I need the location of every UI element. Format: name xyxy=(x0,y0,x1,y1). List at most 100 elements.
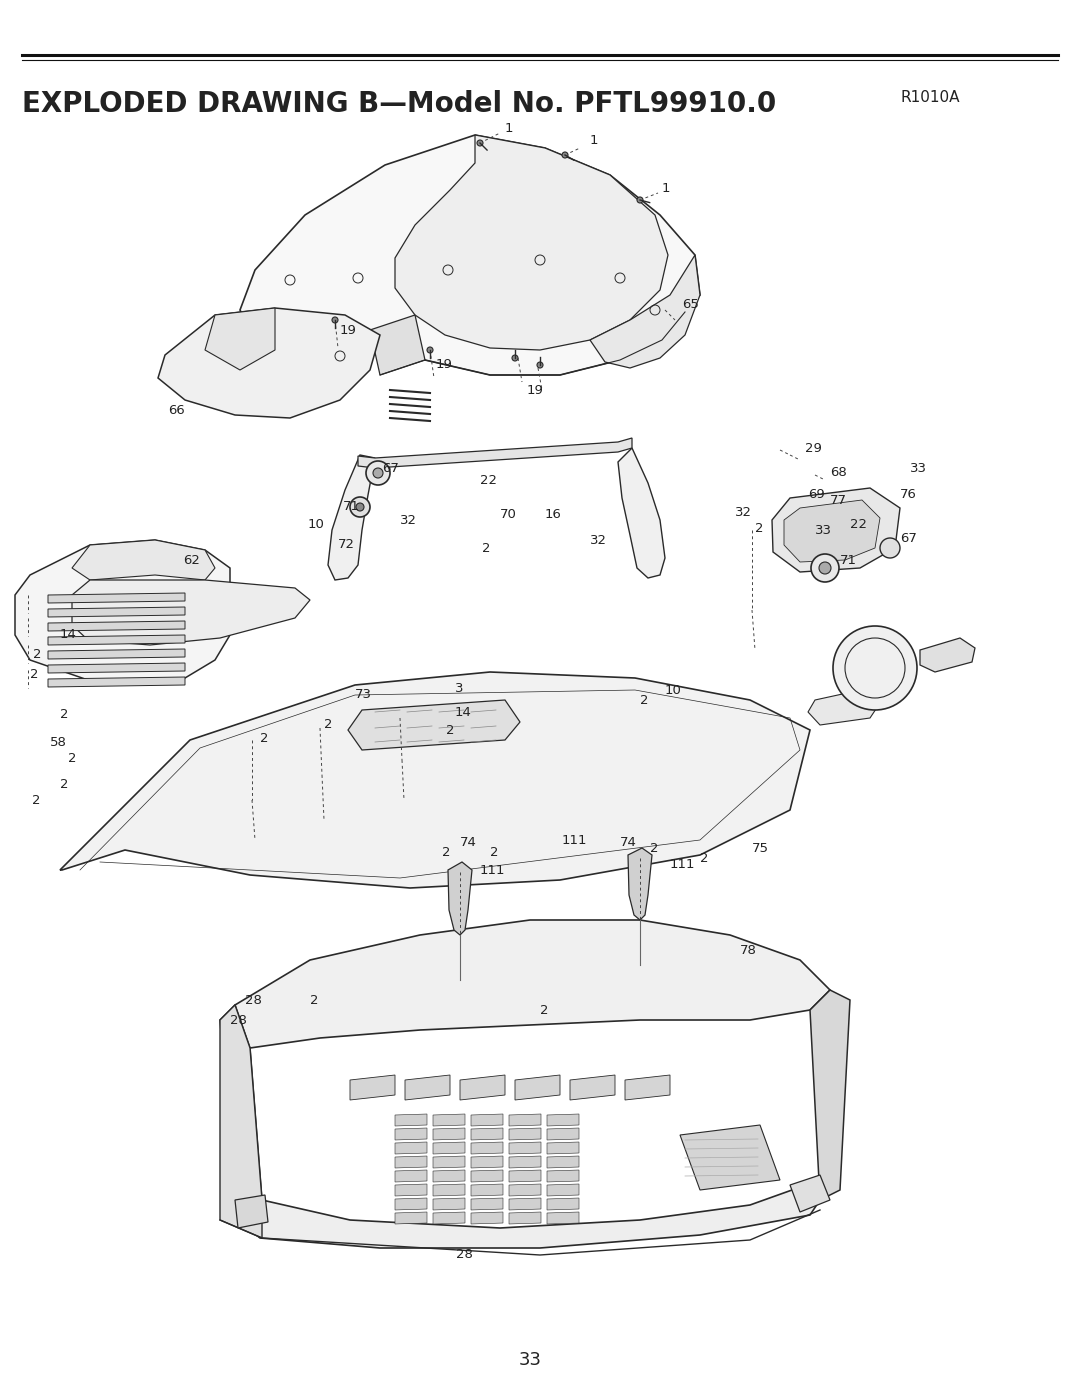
Text: 2: 2 xyxy=(700,852,708,865)
Text: 32: 32 xyxy=(590,534,607,546)
Text: 2: 2 xyxy=(32,793,41,806)
Text: 2: 2 xyxy=(260,732,269,745)
Polygon shape xyxy=(433,1199,465,1210)
Text: 32: 32 xyxy=(400,514,417,527)
Polygon shape xyxy=(546,1141,579,1154)
Polygon shape xyxy=(328,455,375,580)
Circle shape xyxy=(811,555,839,583)
Text: 76: 76 xyxy=(900,489,917,502)
Text: 69: 69 xyxy=(808,489,825,502)
Text: 111: 111 xyxy=(562,834,588,847)
Circle shape xyxy=(562,152,568,158)
Text: 2: 2 xyxy=(482,542,490,555)
Polygon shape xyxy=(471,1127,503,1140)
Text: 2: 2 xyxy=(640,693,648,707)
Polygon shape xyxy=(920,638,975,672)
Text: 74: 74 xyxy=(620,835,637,848)
Polygon shape xyxy=(546,1113,579,1126)
Circle shape xyxy=(512,355,518,360)
Polygon shape xyxy=(235,1194,268,1228)
Text: 71: 71 xyxy=(840,553,858,567)
Text: 2: 2 xyxy=(310,993,319,1006)
Polygon shape xyxy=(220,1004,820,1248)
Text: 22: 22 xyxy=(850,518,867,531)
Text: 2: 2 xyxy=(30,669,39,682)
Polygon shape xyxy=(546,1213,579,1224)
Polygon shape xyxy=(48,678,185,687)
Polygon shape xyxy=(158,307,380,418)
Polygon shape xyxy=(395,1171,427,1182)
Polygon shape xyxy=(680,1125,780,1190)
Polygon shape xyxy=(509,1199,541,1210)
Polygon shape xyxy=(618,448,665,578)
Text: 19: 19 xyxy=(340,324,356,337)
Polygon shape xyxy=(395,136,669,351)
Polygon shape xyxy=(395,1213,427,1224)
Circle shape xyxy=(350,497,370,517)
Circle shape xyxy=(373,468,383,478)
Polygon shape xyxy=(48,592,185,604)
Polygon shape xyxy=(515,1076,561,1099)
Text: 77: 77 xyxy=(831,493,847,507)
Circle shape xyxy=(819,562,831,574)
Text: 33: 33 xyxy=(815,524,832,536)
Polygon shape xyxy=(471,1141,503,1154)
Text: 2: 2 xyxy=(33,648,41,662)
Circle shape xyxy=(427,346,433,353)
Text: 33: 33 xyxy=(518,1351,541,1369)
Text: EXPLODED DRAWING B—Model No. PFTL99910.0: EXPLODED DRAWING B—Model No. PFTL99910.0 xyxy=(22,89,777,117)
Text: 28: 28 xyxy=(230,1013,247,1027)
Text: 14: 14 xyxy=(455,705,472,718)
Polygon shape xyxy=(509,1171,541,1182)
Text: 2: 2 xyxy=(540,1003,549,1017)
Polygon shape xyxy=(546,1185,579,1196)
Polygon shape xyxy=(471,1199,503,1210)
Polygon shape xyxy=(546,1199,579,1210)
Text: 74: 74 xyxy=(460,837,477,849)
Text: 73: 73 xyxy=(355,689,372,701)
Polygon shape xyxy=(220,1004,262,1238)
Polygon shape xyxy=(15,541,230,685)
Text: 71: 71 xyxy=(343,500,360,513)
Text: 65: 65 xyxy=(681,299,699,312)
Polygon shape xyxy=(433,1141,465,1154)
Polygon shape xyxy=(48,608,185,617)
Polygon shape xyxy=(509,1127,541,1140)
Text: 2: 2 xyxy=(68,752,77,764)
Polygon shape xyxy=(471,1213,503,1224)
Text: 2: 2 xyxy=(755,521,764,535)
Text: R1010A: R1010A xyxy=(900,89,959,105)
Polygon shape xyxy=(60,672,810,888)
Text: 66: 66 xyxy=(168,404,185,416)
Text: 68: 68 xyxy=(831,465,847,479)
Polygon shape xyxy=(546,1171,579,1182)
Polygon shape xyxy=(471,1113,503,1126)
Polygon shape xyxy=(230,921,831,1048)
Text: 28: 28 xyxy=(245,993,261,1006)
Polygon shape xyxy=(471,1155,503,1168)
Polygon shape xyxy=(471,1171,503,1182)
Polygon shape xyxy=(509,1113,541,1126)
Text: 75: 75 xyxy=(752,841,769,855)
Text: 2: 2 xyxy=(446,724,455,736)
Circle shape xyxy=(637,197,643,203)
Polygon shape xyxy=(48,650,185,659)
Text: 72: 72 xyxy=(338,538,355,552)
Text: 10: 10 xyxy=(308,518,325,531)
Text: 10: 10 xyxy=(665,683,681,697)
Polygon shape xyxy=(205,307,275,370)
Text: 19: 19 xyxy=(436,359,453,372)
Circle shape xyxy=(833,626,917,710)
Text: 67: 67 xyxy=(382,461,399,475)
Polygon shape xyxy=(460,1076,505,1099)
Text: 2: 2 xyxy=(490,845,499,859)
Polygon shape xyxy=(546,1127,579,1140)
Polygon shape xyxy=(789,1175,831,1213)
Circle shape xyxy=(356,503,364,511)
Text: 62: 62 xyxy=(183,553,200,567)
Polygon shape xyxy=(448,862,472,935)
Text: 33: 33 xyxy=(910,461,927,475)
Circle shape xyxy=(366,461,390,485)
Text: 2: 2 xyxy=(324,718,333,731)
Polygon shape xyxy=(395,1199,427,1210)
